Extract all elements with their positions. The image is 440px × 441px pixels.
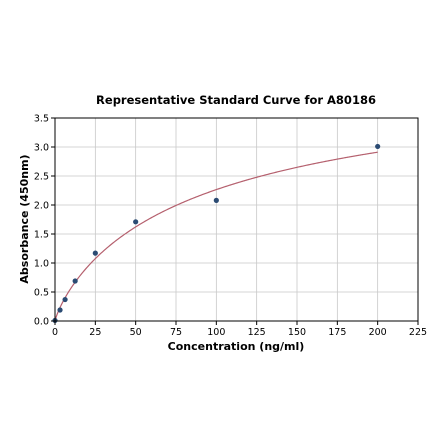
plot-frame xyxy=(54,117,419,322)
grid-layer xyxy=(54,117,419,322)
fit-curve-line xyxy=(54,151,378,322)
y-tick-label: 3.5 xyxy=(34,114,49,125)
data-point xyxy=(62,296,68,303)
data-point xyxy=(213,197,219,203)
y-tick-label: 1.5 xyxy=(34,230,49,241)
x-tick-label: 100 xyxy=(207,327,225,338)
x-tick-label: 75 xyxy=(170,327,182,338)
x-tick-label: 50 xyxy=(130,327,142,338)
axes-layer xyxy=(51,117,419,325)
x-axis-label: Concentration (ng/ml) xyxy=(168,340,305,353)
x-tick-label: 25 xyxy=(89,327,101,338)
data-point xyxy=(133,219,139,225)
data-points-layer xyxy=(52,143,381,324)
x-tick-label: 150 xyxy=(288,327,306,338)
x-tick-label: 225 xyxy=(409,327,427,338)
x-tick-label: 0 xyxy=(52,327,58,338)
y-tick-label: 2.5 xyxy=(34,172,49,183)
x-tick-label: 125 xyxy=(248,327,266,338)
y-tick-label: 3.0 xyxy=(34,143,49,154)
y-tick-label: 2.0 xyxy=(34,201,49,212)
data-point xyxy=(375,143,381,150)
x-tick-label: 175 xyxy=(328,327,346,338)
data-point xyxy=(92,250,98,256)
data-point xyxy=(72,278,78,284)
tick-labels-layer: 0 25 50 75 100 125 150 175 200 225 0.0 0.5 1.0 1.5 2.0… xyxy=(34,114,427,339)
y-tick-label: 0.5 xyxy=(34,288,49,299)
fit-curve-layer xyxy=(54,151,378,322)
y-tick-label: 0.0 xyxy=(34,317,49,328)
y-tick-label: 1.0 xyxy=(34,259,49,270)
data-point xyxy=(57,307,63,313)
chart-title: Representative Standard Curve for A80186 xyxy=(96,93,376,107)
y-axis-label: Absorbance (450nm) xyxy=(18,154,31,283)
x-tick-label: 200 xyxy=(369,327,387,338)
